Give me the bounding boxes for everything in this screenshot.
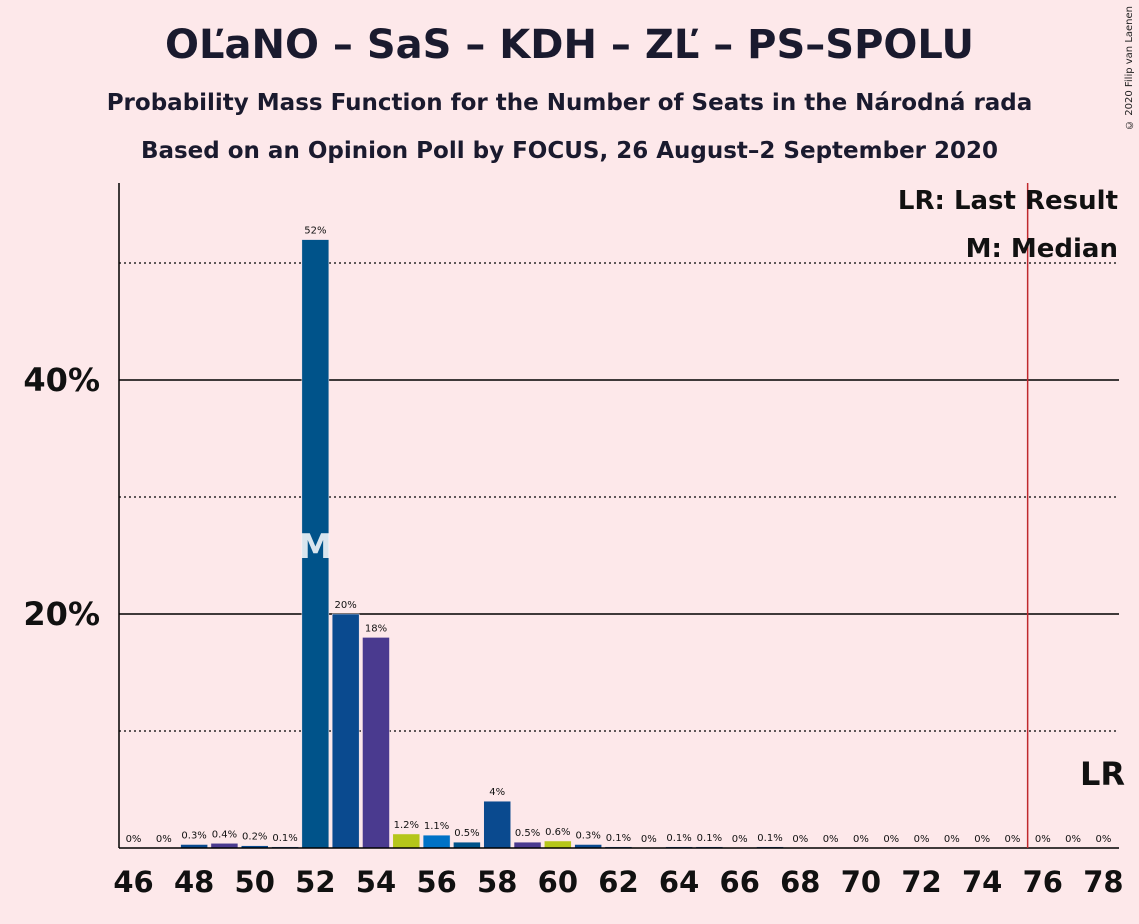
bar-value-label: 0.5% (515, 828, 540, 839)
legend-median: M: Median (966, 234, 1118, 264)
x-tick-label: 50 (235, 865, 275, 899)
bar-value-label: 0.2% (242, 832, 267, 843)
chart-subtitle-2: Based on an Opinion Poll by FOCUS, 26 Au… (140, 138, 999, 164)
y-tick-label: 20% (23, 595, 100, 633)
bar-value-label: 0% (974, 834, 990, 845)
bar-value-label: 0% (1035, 834, 1051, 845)
bar-59 (513, 841, 542, 849)
bars (180, 239, 784, 849)
bar-value-label: 0% (641, 834, 657, 845)
bar-value-label: 0% (126, 834, 142, 845)
bar-value-label: 20% (335, 600, 357, 611)
bar-value-label: 0.1% (697, 833, 722, 844)
x-tick-label: 62 (598, 865, 638, 899)
bar-value-label: 0.5% (454, 828, 479, 839)
bar-value-label: 4% (489, 787, 505, 798)
bar-value-label: 0% (156, 834, 172, 845)
bar-54 (362, 637, 390, 849)
bar-value-label: 0.1% (757, 833, 782, 844)
overlay: M LR LR: Last Result M: Median (298, 183, 1125, 848)
bar-value-label: 0% (883, 834, 899, 845)
bar-value-label: 0% (944, 834, 960, 845)
bar-value-label: 1.2% (394, 820, 419, 831)
bar-value-label: 0.1% (666, 833, 691, 844)
bar-52 (301, 239, 330, 849)
bar-value-label: 0.4% (212, 829, 237, 840)
bar-value-label: 0% (853, 834, 869, 845)
bar-58 (483, 800, 511, 849)
x-tick-label: 64 (659, 865, 699, 899)
bar-value-label: 0.3% (575, 830, 600, 841)
bar-value-labels: 0% 0% 0.3% 0.4% 0.2% 0.1% 52% 20% 18% 1.2% 1.1% 0.5… (126, 226, 1112, 845)
x-tick-label: 74 (962, 865, 1002, 899)
bar-53 (331, 613, 360, 849)
y-tick-labels: 20% 40% (23, 361, 100, 633)
chart-title: OĽaNO – SaS – KDH – ZĽ – PS–SPOLU (165, 22, 974, 68)
bar-value-label: 0.1% (606, 833, 631, 844)
x-tick-label: 66 (720, 865, 760, 899)
bar-value-label: 0.3% (181, 830, 206, 841)
chart-subtitle-1: Probability Mass Function for the Number… (106, 90, 1033, 116)
x-tick-label: 76 (1023, 865, 1063, 899)
y-tick-label: 40% (23, 361, 100, 399)
x-tick-label: 46 (113, 865, 153, 899)
bar-56 (422, 834, 451, 849)
bar-55 (392, 833, 421, 849)
bar-value-label: 0% (1005, 834, 1021, 845)
bar-value-label: 0% (792, 834, 808, 845)
x-tick-label: 48 (174, 865, 214, 899)
bar-value-label: 18% (365, 623, 387, 634)
bar-value-label: 0% (823, 834, 839, 845)
x-tick-labels: 46 48 50 52 54 56 58 60 62 64 66 68 70 72 74 76 78 (113, 865, 1123, 899)
bar-value-label: 52% (304, 226, 326, 237)
bar-value-label: 0% (1065, 834, 1081, 845)
x-tick-label: 70 (841, 865, 881, 899)
axes (118, 183, 1119, 849)
x-tick-label: 58 (477, 865, 517, 899)
legend-last-result: LR: Last Result (898, 186, 1118, 216)
x-tick-label: 56 (416, 865, 456, 899)
bar-value-label: 0.1% (272, 833, 297, 844)
bar-value-label: 0% (1095, 834, 1111, 845)
bar-57 (453, 841, 481, 849)
last-result-marker: LR (1080, 755, 1125, 793)
x-tick-label: 60 (538, 865, 578, 899)
bar-value-label: 0% (732, 834, 748, 845)
bar-60 (544, 840, 572, 849)
bar-value-label: 1.1% (424, 821, 449, 832)
grid-lines (119, 262, 1119, 732)
x-tick-label: 78 (1083, 865, 1123, 899)
x-tick-label: 52 (295, 865, 335, 899)
bar-value-label: 0.6% (545, 827, 570, 838)
x-tick-label: 54 (356, 865, 396, 899)
median-marker: M (298, 527, 332, 567)
bar-value-label: 0% (914, 834, 930, 845)
x-tick-label: 72 (901, 865, 941, 899)
x-tick-label: 68 (780, 865, 820, 899)
